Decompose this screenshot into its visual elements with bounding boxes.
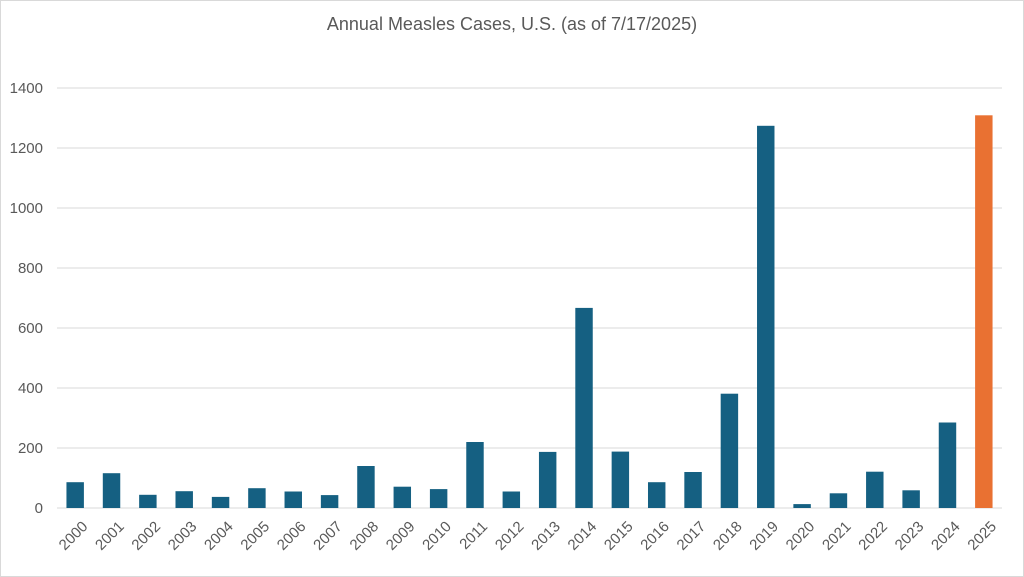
bar-2020 (793, 504, 811, 508)
x-tick-label: 2022 (855, 518, 891, 554)
x-tick-label: 2002 (128, 518, 164, 554)
bar-2025 (975, 115, 993, 509)
x-tick-label: 2016 (637, 518, 673, 554)
y-tick-label: 800 (18, 260, 43, 277)
bar-2002 (139, 494, 157, 508)
x-tick-label: 2015 (601, 518, 637, 554)
x-tick-label: 2017 (674, 518, 710, 554)
x-tick-label: 2025 (964, 518, 1000, 554)
bar-2008 (357, 466, 375, 508)
bar-2023 (902, 490, 920, 508)
bar-2006 (284, 491, 302, 508)
bar-2014 (575, 307, 593, 508)
bar-2003 (175, 491, 193, 508)
bar-2013 (538, 451, 557, 508)
x-tick-label: 2003 (165, 518, 201, 554)
bar-2012 (502, 491, 521, 508)
y-tick-label: 0 (35, 500, 43, 517)
bar-2024 (938, 422, 957, 508)
x-tick-label: 2009 (383, 518, 419, 554)
x-tick-label: 2001 (92, 518, 128, 554)
y-tick-label: 200 (18, 440, 43, 457)
x-tick-label: 2018 (710, 518, 746, 554)
bar-2004 (211, 496, 230, 508)
y-tick-label: 1200 (10, 140, 43, 157)
x-tick-label: 2023 (892, 518, 928, 554)
x-tick-label: 2004 (201, 518, 237, 554)
bar-2018 (720, 393, 739, 508)
x-tick-label: 2021 (819, 518, 855, 554)
bar-2019 (757, 125, 775, 509)
x-tick-label: 2007 (310, 518, 346, 554)
bar-2016 (647, 482, 666, 508)
x-tick-label: 2000 (56, 518, 92, 554)
x-tick-label: 2011 (456, 518, 491, 553)
x-tick-label: 2019 (746, 518, 782, 554)
y-tick-label: 1000 (10, 200, 43, 217)
bar-2005 (248, 488, 266, 508)
x-tick-label: 2024 (928, 518, 964, 554)
x-tick-label: 2010 (419, 518, 455, 554)
x-tick-label: 2014 (565, 518, 601, 554)
y-tick-label: 1400 (10, 80, 43, 97)
bar-2021 (829, 493, 848, 508)
bar-2015 (611, 451, 630, 508)
x-tick-label: 2013 (528, 518, 564, 554)
y-tick-label: 600 (18, 320, 43, 337)
bar-2000 (66, 482, 84, 508)
bar-2010 (429, 489, 448, 508)
x-tick-label: 2012 (492, 518, 528, 554)
x-tick-label: 2020 (783, 518, 819, 554)
chart-title: Annual Measles Cases, U.S. (as of 7/17/2… (326, 14, 698, 34)
bar-2017 (684, 472, 702, 508)
bar-2022 (866, 471, 884, 508)
x-tick-label: 2006 (274, 518, 310, 554)
y-tick-label: 400 (18, 380, 43, 397)
bar-2009 (393, 486, 412, 508)
x-tick-label: 2005 (237, 518, 273, 554)
bar-2007 (320, 495, 339, 508)
bar-2011 (466, 442, 484, 508)
bar-2001 (102, 473, 121, 508)
x-tick-label: 2008 (347, 518, 383, 554)
